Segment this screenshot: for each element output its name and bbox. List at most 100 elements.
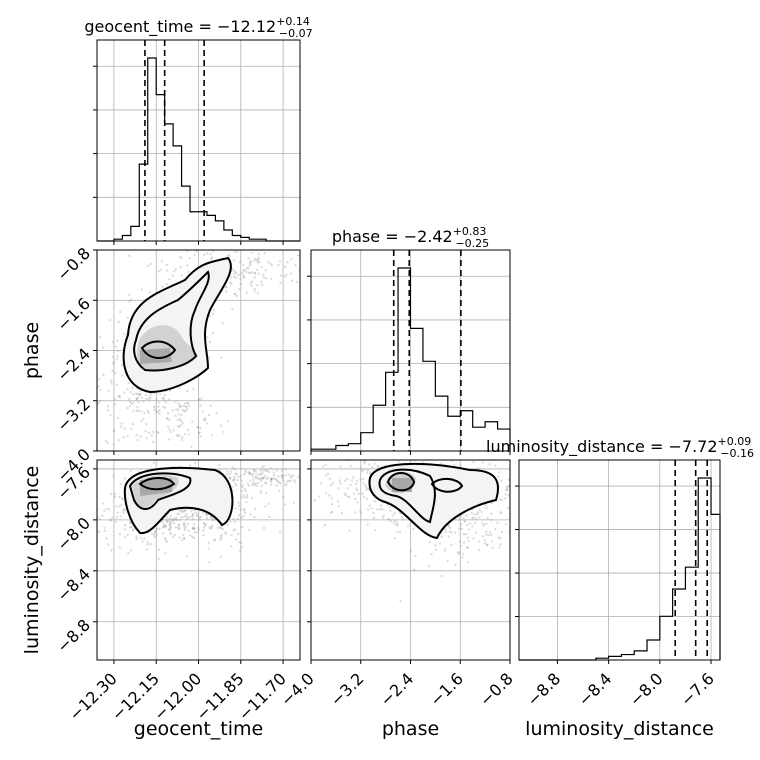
sample-point <box>247 471 251 475</box>
sample-point <box>282 495 285 499</box>
sample-point <box>247 470 250 474</box>
sample-point <box>238 288 241 291</box>
sample-point <box>289 479 292 483</box>
sample-point <box>305 256 307 258</box>
sample-point <box>128 405 132 408</box>
sample-point <box>205 252 209 255</box>
sample-point <box>336 500 340 503</box>
sample-point <box>149 262 152 266</box>
sample-point <box>191 515 194 518</box>
sample-point <box>205 516 208 520</box>
sample-point <box>136 438 139 442</box>
sample-point <box>240 479 243 482</box>
sample-point <box>155 527 159 531</box>
panel-content <box>71 456 316 660</box>
sample-point <box>373 499 376 503</box>
sample-point <box>118 546 121 549</box>
sample-point <box>208 314 212 318</box>
sample-point <box>499 537 502 540</box>
sample-point <box>219 526 223 529</box>
sample-point <box>240 489 243 493</box>
sample-point <box>354 511 357 514</box>
sample-point <box>490 540 494 543</box>
sample-point <box>106 404 110 408</box>
sample-point <box>182 404 185 408</box>
x-tick-label: −7.6 <box>677 669 718 710</box>
sample-point <box>300 475 302 477</box>
sample-point <box>108 508 111 511</box>
sample-point <box>407 524 410 527</box>
sample-point <box>232 275 236 278</box>
sample-point <box>339 482 342 485</box>
sample-point <box>260 477 263 480</box>
sample-point <box>396 521 399 525</box>
sample-point <box>224 285 227 288</box>
scatter-panel-geocent_time-luminosity_distance <box>71 456 316 664</box>
sample-point <box>165 401 168 404</box>
sample-point <box>184 409 187 413</box>
title-sup: +0.09 <box>718 435 752 448</box>
sample-point <box>363 495 366 499</box>
sample-point <box>256 261 259 264</box>
sample-point <box>338 479 341 482</box>
sample-point <box>222 430 225 433</box>
sample-point <box>269 243 271 245</box>
axes-frame <box>310 459 511 661</box>
sample-point <box>178 434 182 437</box>
sample-point <box>393 537 396 540</box>
sample-point <box>349 464 352 468</box>
sample-point <box>178 418 182 421</box>
sample-point <box>200 397 203 400</box>
sample-point <box>348 529 351 532</box>
y-tick-label: −8.4 <box>53 564 94 605</box>
sample-point <box>462 516 465 520</box>
sample-point <box>237 541 241 544</box>
sample-point <box>359 478 362 481</box>
sample-point <box>232 245 234 247</box>
sample-point <box>123 456 125 458</box>
sample-point <box>401 440 403 442</box>
sample-point <box>369 471 372 474</box>
sample-point <box>458 527 461 531</box>
sample-point <box>191 526 195 530</box>
sample-point <box>366 471 369 475</box>
sample-point <box>229 545 233 548</box>
sample-point <box>248 264 251 267</box>
sample-point <box>119 425 123 428</box>
contour-line <box>140 340 177 359</box>
sample-point <box>118 532 122 536</box>
sample-point <box>148 291 151 294</box>
sample-point <box>526 489 528 491</box>
sample-point <box>105 507 108 511</box>
sample-point <box>130 402 134 406</box>
sample-point <box>167 425 170 428</box>
sample-point <box>169 524 172 527</box>
sample-point <box>122 332 125 336</box>
sample-point <box>174 400 177 403</box>
sample-point <box>485 530 488 533</box>
sample-point <box>286 260 289 264</box>
sample-point <box>523 494 525 496</box>
sample-point <box>157 270 161 273</box>
sample-point <box>113 361 116 364</box>
sample-point <box>111 516 114 519</box>
sample-point <box>389 509 392 513</box>
sample-point <box>262 476 265 479</box>
sample-point <box>123 477 126 480</box>
sample-point <box>356 501 359 504</box>
sample-point <box>372 516 376 520</box>
sample-point <box>240 496 243 499</box>
sample-point <box>233 520 236 524</box>
sample-point <box>396 524 399 527</box>
sample-point <box>147 411 150 415</box>
sample-point <box>362 453 364 455</box>
sample-point <box>191 535 194 539</box>
sample-point <box>183 522 186 525</box>
sample-point <box>118 395 122 399</box>
sample-point <box>254 482 257 485</box>
sample-point <box>177 413 180 416</box>
sample-point <box>114 520 118 524</box>
sample-point <box>71 510 73 512</box>
sample-point <box>314 477 316 479</box>
sample-point <box>75 507 77 509</box>
